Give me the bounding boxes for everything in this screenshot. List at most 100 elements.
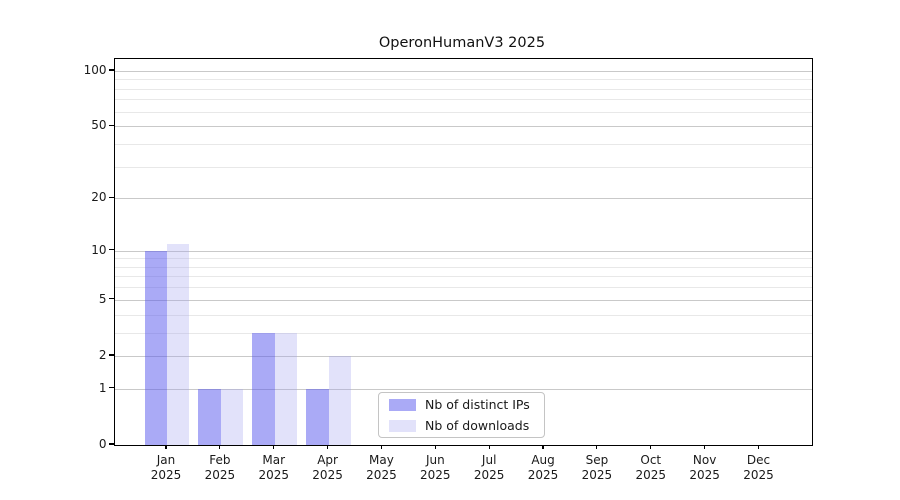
bar-apr-downloads [328, 355, 351, 445]
year-label: 2025 [635, 468, 667, 482]
x-tick-label: Jun 2025 [403, 453, 467, 483]
y-tick-mark [108, 69, 114, 71]
year-label: 2025 [743, 468, 774, 482]
year-label: 2025 [689, 468, 720, 482]
gridline-minor [114, 79, 812, 81]
y-tick-label: 50 [91, 118, 107, 133]
gridline-minor [114, 99, 812, 101]
month-label: Apr [317, 453, 338, 467]
month-label: Aug [531, 453, 555, 467]
month-label: Jul [481, 453, 497, 467]
bar-apr-ips [306, 388, 329, 445]
legend-item-downloads: Nb of downloads [389, 416, 544, 435]
x-tick-mark [542, 445, 544, 449]
month-label: Jan [156, 453, 176, 467]
bar-feb-downloads [220, 388, 244, 445]
gridline-minor [114, 314, 812, 316]
x-tick-label: Aug 2025 [511, 453, 575, 483]
y-tick-label: 0 [98, 437, 107, 451]
legend-label: Nb of downloads [425, 418, 530, 433]
month-label: Nov [692, 453, 717, 467]
gridline-minor [114, 266, 812, 268]
gridline-major [114, 355, 812, 357]
month-label: Oct [640, 453, 662, 467]
gridline-major [114, 250, 812, 252]
year-label: 2025 [527, 468, 559, 482]
y-tick-mark [108, 196, 114, 198]
year-label: 2025 [258, 468, 289, 482]
gridline-major [114, 299, 812, 301]
y-tick-mark [108, 249, 114, 251]
x-tick-label: Sep 2025 [565, 453, 629, 483]
gridline-minor [114, 332, 812, 334]
y-tick-label: 20 [91, 190, 107, 205]
x-tick-label: Apr 2025 [296, 453, 360, 483]
bar-jan-ips [144, 250, 167, 445]
gridline-minor [114, 111, 812, 113]
year-label: 2025 [312, 468, 343, 482]
x-tick-label: Nov 2025 [673, 453, 737, 483]
gridline-major [114, 388, 812, 390]
x-tick-mark [165, 445, 167, 449]
year-label: 2025 [420, 468, 451, 482]
bar-jan-downloads [167, 243, 190, 445]
year-label: 2025 [150, 468, 182, 482]
y-tick-label: 100 [83, 62, 107, 77]
year-label: 2025 [366, 468, 397, 482]
gridline-minor [114, 287, 812, 289]
x-tick-label: Jul 2025 [457, 453, 521, 483]
x-tick-mark [434, 445, 436, 449]
y-tick-label: 10 [91, 242, 107, 257]
year-label: 2025 [581, 468, 613, 482]
year-label: 2025 [204, 468, 236, 482]
bar-mar-ips [252, 332, 275, 445]
x-tick-label: May 2025 [349, 453, 413, 483]
x-tick-label: Jan 2025 [134, 453, 198, 483]
x-tick-label: Dec 2025 [727, 453, 791, 483]
legend: Nb of distinct IPs Nb of downloads [378, 392, 545, 438]
y-tick-mark [108, 124, 114, 126]
x-tick-mark [650, 445, 652, 449]
y-tick-mark [108, 443, 114, 445]
month-label: Jun [425, 453, 445, 467]
month-label: May [369, 453, 394, 467]
month-label: Mar [262, 453, 286, 467]
y-tick-label: 1 [98, 380, 107, 395]
bar-mar-downloads [274, 332, 298, 445]
x-tick-mark [488, 445, 490, 449]
y-tick-mark [108, 354, 114, 356]
gridline-major [114, 126, 812, 128]
x-tick-label: Oct 2025 [619, 453, 683, 483]
plot-area [113, 58, 813, 446]
month-label: Dec [746, 453, 771, 467]
x-tick-mark [757, 445, 760, 449]
gridline-minor [114, 143, 812, 145]
legend-item-distinct-ips: Nb of distinct IPs [389, 395, 544, 414]
x-tick-label: Feb 2025 [188, 453, 252, 483]
x-tick-mark [219, 445, 221, 449]
gridline-major [114, 70, 812, 72]
y-tick-label: 5 [98, 291, 107, 306]
year-label: 2025 [473, 468, 505, 482]
y-tick-mark [108, 387, 114, 389]
gridline-minor [114, 276, 812, 278]
gridline-minor [114, 258, 812, 260]
gridline-minor [114, 88, 812, 90]
gridline-minor [114, 166, 812, 168]
bar-feb-ips [198, 388, 221, 445]
y-tick-label: 2 [98, 347, 107, 362]
y-tick-mark [108, 298, 114, 300]
gridline-major [114, 198, 812, 200]
chart-title: OperonHumanV3 2025 [378, 35, 546, 51]
x-tick-mark [380, 445, 383, 449]
x-tick-mark [273, 445, 275, 449]
legend-label: Nb of distinct IPs [425, 397, 530, 412]
x-tick-mark [326, 445, 329, 449]
month-label: Sep [585, 453, 609, 467]
x-tick-mark [704, 445, 706, 449]
month-label: Feb [209, 453, 231, 467]
x-tick-mark [596, 445, 598, 449]
legend-swatch [389, 419, 416, 432]
x-tick-label: Mar 2025 [242, 453, 306, 483]
